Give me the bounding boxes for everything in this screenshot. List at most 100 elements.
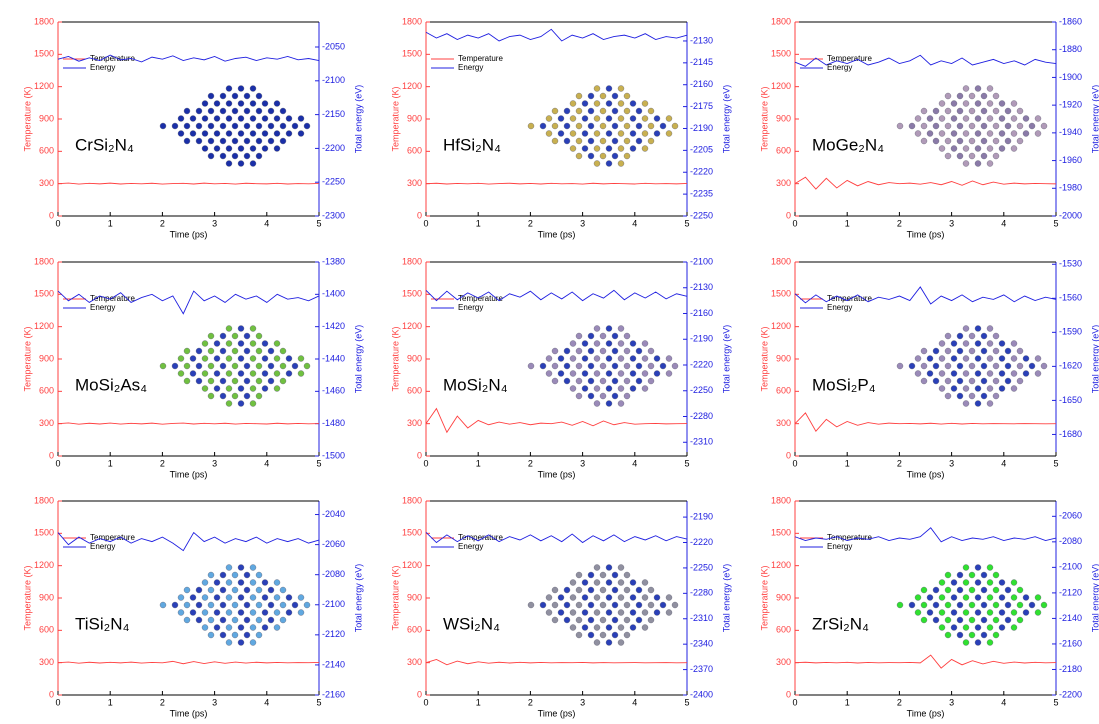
y-tick-label: 1200 — [771, 81, 791, 91]
x-tick-label: 3 — [949, 697, 954, 707]
y-tick-label: 1500 — [402, 289, 422, 299]
structure-atom — [546, 356, 552, 362]
structure-atom — [1011, 625, 1017, 631]
structure-atom — [600, 348, 606, 354]
structure-atom — [624, 617, 630, 623]
structure-atom — [1011, 610, 1017, 616]
series-line — [58, 661, 319, 663]
structure-atom — [648, 363, 654, 369]
y2-tick-label: -1530 — [1059, 259, 1082, 269]
structure-atom — [672, 363, 678, 369]
structure-atom — [304, 123, 310, 129]
structure-atom — [274, 101, 280, 107]
structure-atom — [256, 378, 262, 384]
structure-atom — [957, 138, 963, 144]
y2-tick-label: -2250 — [690, 562, 713, 572]
structure-atom — [256, 393, 262, 399]
structure-atom — [292, 363, 298, 369]
structure-atom — [552, 108, 558, 114]
structure-atom — [594, 595, 600, 601]
structure-atom — [582, 116, 588, 122]
structure-atom — [1023, 595, 1029, 601]
x-tick-label: 4 — [264, 218, 269, 228]
structure-atom — [630, 101, 636, 107]
y-tick-label: 900 — [407, 592, 422, 602]
structure-atom — [298, 595, 304, 601]
compound-label: WSi₂N₄ — [443, 614, 500, 633]
structure-atom — [274, 386, 280, 392]
structure-atom — [250, 131, 256, 137]
structure-atom — [226, 86, 232, 92]
structure-atom — [1017, 108, 1023, 114]
structure-atom — [244, 153, 250, 159]
y-axis-label: Temperature (K) — [759, 565, 769, 630]
structure-atom — [250, 595, 256, 601]
structure-atom — [981, 138, 987, 144]
structure-atom — [993, 602, 999, 608]
y-tick-label: 300 — [776, 418, 791, 428]
structure-atom — [963, 326, 969, 332]
y2-tick-label: -1460 — [322, 386, 345, 396]
structure-atom — [250, 401, 256, 407]
structure-atom — [897, 123, 903, 129]
structure-atom — [214, 341, 220, 347]
structure-atom — [244, 363, 250, 369]
structure-atom — [1011, 580, 1017, 586]
compound-label: MoSi₂P₄ — [812, 375, 876, 394]
structure-atom — [660, 602, 666, 608]
structure-atom — [642, 580, 648, 586]
structure-atom — [244, 93, 250, 99]
structure-atom — [214, 580, 220, 586]
structure-atom — [951, 610, 957, 616]
series-line — [58, 423, 319, 424]
structure-atom — [915, 610, 921, 616]
structure-atom — [576, 108, 582, 114]
series-line — [426, 29, 687, 41]
structure-atom — [208, 363, 214, 369]
y-tick-label: 1200 — [34, 321, 54, 331]
y2-tick-label: -2120 — [322, 629, 345, 639]
structure-atom — [582, 625, 588, 631]
structure-atom — [618, 595, 624, 601]
y2-tick-label: -2040 — [322, 509, 345, 519]
structure-atom — [618, 610, 624, 616]
structure-atom — [654, 116, 660, 122]
structure-atom — [202, 580, 208, 586]
structure-atom — [1035, 371, 1041, 377]
structure-atom — [244, 602, 250, 608]
structure-atom — [262, 595, 268, 601]
structure-atom — [226, 625, 232, 631]
x-tick-label: 3 — [212, 458, 217, 468]
structure-atom — [999, 356, 1005, 362]
structure-atom — [238, 640, 244, 646]
y2-axis-label: Total energy (eV) — [1090, 325, 1099, 394]
structure-atom — [202, 101, 208, 107]
x-tick-label: 3 — [580, 458, 585, 468]
structure-atom — [286, 131, 292, 137]
structure-atom — [618, 161, 624, 167]
y-tick-label: 900 — [776, 113, 791, 123]
structure-atom — [921, 348, 927, 354]
structure-atom — [558, 116, 564, 122]
structure-atom — [1005, 108, 1011, 114]
structure-atom — [570, 371, 576, 377]
structure-atom — [618, 640, 624, 646]
structure-atom — [963, 640, 969, 646]
structure-atom — [268, 348, 274, 354]
structure-atom — [274, 580, 280, 586]
structure-atom — [552, 378, 558, 384]
structure-atom — [202, 610, 208, 616]
structure-atom — [238, 371, 244, 377]
structure-atom — [606, 161, 612, 167]
structure-atom — [618, 341, 624, 347]
y2-tick-label: -2060 — [1059, 511, 1082, 521]
structure-atom — [999, 341, 1005, 347]
x-tick-label: 3 — [949, 218, 954, 228]
structure-atom — [618, 386, 624, 392]
structure-atom — [214, 131, 220, 137]
structure-atom — [612, 572, 618, 578]
structure-atom — [957, 393, 963, 399]
structure-atom — [618, 116, 624, 122]
x-tick-label: 5 — [1053, 458, 1058, 468]
structure-atom — [588, 153, 594, 159]
